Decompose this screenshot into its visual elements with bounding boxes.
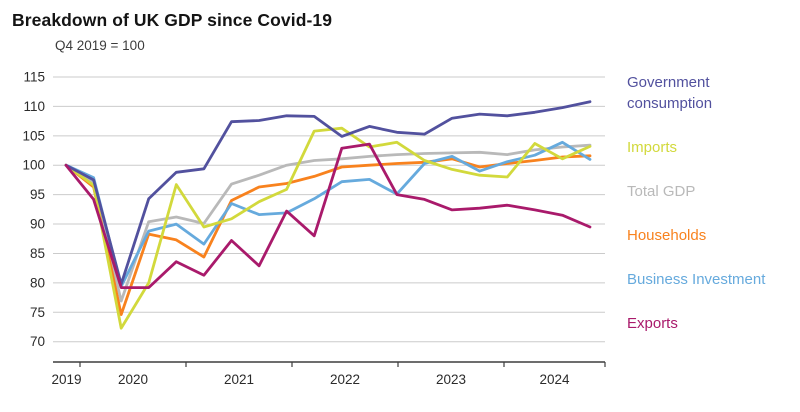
series-line-imports [64, 126, 592, 330]
x-tick-label: 2023 [436, 372, 466, 387]
y-tick-label: 70 [30, 334, 45, 349]
legend-item-business-investment: Business Investment [627, 271, 766, 288]
y-tick-label: 115 [23, 70, 45, 85]
y-tick-label: 95 [30, 187, 45, 202]
legend-item-households: Households [627, 227, 707, 244]
chart-title: Breakdown of UK GDP since Covid-19 [12, 10, 333, 30]
x-tick-label: 2021 [224, 372, 254, 387]
x-tick-label: 2020 [118, 372, 148, 387]
x-tick-label: 2022 [330, 372, 360, 387]
legend-item-government-consumption: Government consumption [627, 74, 713, 112]
legend-item-imports: Imports [627, 139, 678, 156]
legend-item-total-gdp: Total GDP [627, 183, 696, 200]
y-tick-label: 75 [30, 305, 45, 320]
y-tick-label: 80 [30, 275, 45, 290]
legend-item-exports: Exports [627, 315, 678, 332]
y-tick-label: 105 [22, 128, 45, 143]
x-tick-label: 2019 [51, 372, 81, 387]
y-axis-labels: 115 110 105 100 95 90 85 80 75 70 [22, 70, 45, 350]
series-line-total-gdp [64, 143, 592, 303]
chart-legend: Government consumption Imports Total GDP… [627, 72, 792, 334]
y-tick-label: 85 [30, 246, 45, 261]
series-line-government-consumption [64, 100, 592, 286]
gridlines [53, 76, 605, 343]
y-tick-label: 100 [22, 158, 45, 173]
x-tick-label: 2024 [539, 372, 570, 387]
series-lines [64, 100, 592, 330]
x-axis-labels: 2019 2020 2021 2022 2023 2024 [51, 372, 570, 387]
y-tick-label: 90 [30, 217, 45, 232]
series-line-exports [64, 142, 592, 290]
chart-subtitle: Q4 2019 = 100 [55, 38, 145, 53]
y-tick-label: 110 [23, 99, 45, 114]
x-axis [53, 361, 606, 367]
